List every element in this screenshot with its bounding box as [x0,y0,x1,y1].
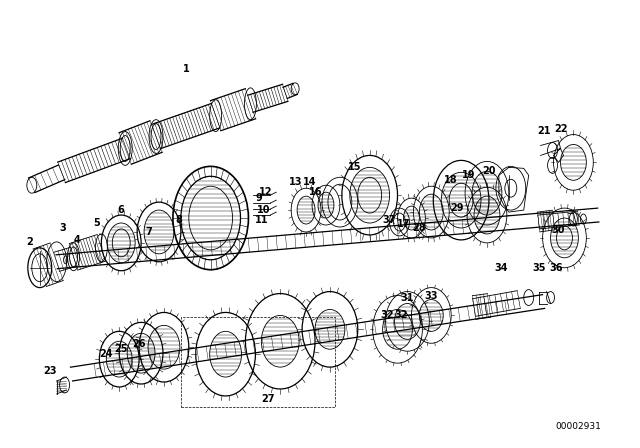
Text: 10: 10 [257,205,270,215]
Text: 26: 26 [132,339,146,349]
Text: 34: 34 [494,263,508,273]
Text: 1: 1 [182,64,189,74]
Text: 16: 16 [309,187,323,197]
Text: 14: 14 [303,177,317,187]
Text: 23: 23 [43,366,56,376]
Text: 11: 11 [255,215,268,225]
Text: 9: 9 [255,193,262,203]
Text: 17: 17 [397,219,410,229]
Text: 20: 20 [482,166,496,177]
Text: 27: 27 [262,394,275,404]
Text: 00002931: 00002931 [556,422,602,431]
Text: 21: 21 [537,125,550,136]
Text: 33: 33 [424,291,438,301]
Text: 35: 35 [532,263,545,273]
Text: 5: 5 [93,218,100,228]
Text: 13: 13 [289,177,303,187]
Text: 12: 12 [259,187,272,197]
Text: 4: 4 [73,235,80,245]
Text: 18: 18 [444,175,458,185]
Text: 25: 25 [115,344,128,354]
Text: 7: 7 [146,227,152,237]
Text: 6: 6 [118,205,125,215]
Text: 37: 37 [383,215,396,225]
Text: 2: 2 [26,237,33,247]
Text: 3: 3 [60,223,66,233]
Text: 36: 36 [550,263,563,273]
Text: 31: 31 [401,293,414,302]
Text: 19: 19 [462,170,476,180]
Text: 22: 22 [555,124,568,134]
Text: 32: 32 [381,310,394,320]
Text: 15: 15 [348,162,362,172]
Text: 24: 24 [100,349,113,359]
Text: 8: 8 [175,215,182,225]
Text: 30: 30 [552,225,565,235]
Text: 29: 29 [451,203,464,213]
Text: 28: 28 [413,223,426,233]
Text: 32: 32 [395,310,408,320]
